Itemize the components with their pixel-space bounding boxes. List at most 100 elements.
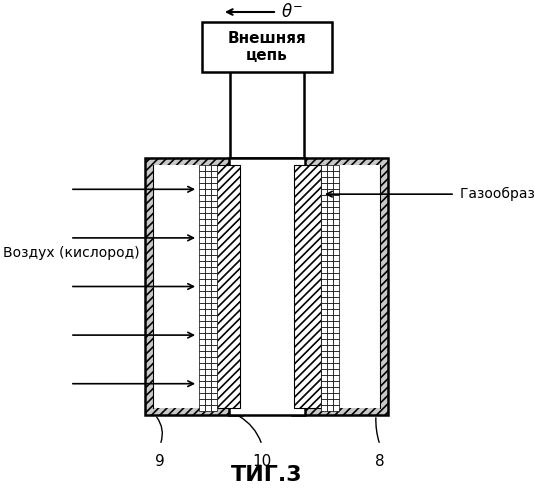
Bar: [321, 249, 327, 255]
Bar: [327, 249, 333, 255]
Bar: [199, 399, 205, 405]
Bar: [205, 165, 211, 171]
Bar: [199, 339, 205, 345]
Bar: [211, 177, 217, 183]
Bar: [333, 291, 339, 297]
Bar: [205, 279, 211, 285]
Bar: [199, 315, 205, 321]
Bar: [327, 279, 333, 285]
Text: 10: 10: [253, 454, 272, 469]
Bar: [199, 237, 205, 243]
Bar: [321, 171, 327, 177]
Bar: [205, 345, 211, 351]
Text: Газообразный водород: Газообразный водород: [460, 187, 535, 201]
Bar: [333, 255, 339, 261]
Bar: [199, 195, 205, 201]
Bar: [333, 327, 339, 333]
Bar: [333, 279, 339, 285]
Bar: [333, 219, 339, 225]
Bar: [321, 321, 327, 327]
Bar: [327, 393, 333, 399]
Bar: [327, 195, 333, 201]
Bar: [205, 387, 211, 393]
Bar: [321, 375, 327, 381]
Bar: [333, 399, 339, 405]
Bar: [211, 387, 217, 393]
Bar: [333, 165, 339, 171]
Bar: [205, 297, 211, 303]
Bar: [333, 333, 339, 339]
Bar: [327, 225, 333, 231]
Bar: [205, 261, 211, 267]
Bar: [202, 22, 332, 72]
Bar: [205, 225, 211, 231]
Bar: [199, 291, 205, 297]
Bar: [321, 183, 327, 189]
Bar: [199, 231, 205, 237]
Bar: [205, 189, 211, 195]
Bar: [199, 171, 205, 177]
Bar: [327, 231, 333, 237]
Bar: [333, 195, 339, 201]
Bar: [211, 201, 217, 207]
Bar: [327, 261, 333, 267]
Bar: [211, 207, 217, 213]
Bar: [321, 327, 327, 333]
Bar: [213, 165, 240, 408]
Bar: [205, 249, 211, 255]
Bar: [333, 375, 339, 381]
Bar: [321, 393, 327, 399]
Bar: [327, 375, 333, 381]
Bar: [211, 213, 217, 219]
Bar: [199, 243, 205, 249]
Bar: [321, 297, 327, 303]
Bar: [205, 195, 211, 201]
Bar: [205, 315, 211, 321]
Bar: [327, 303, 333, 309]
Bar: [321, 267, 327, 273]
Bar: [205, 393, 211, 399]
Bar: [199, 387, 205, 393]
Bar: [333, 213, 339, 219]
Bar: [333, 315, 339, 321]
Bar: [211, 303, 217, 309]
Bar: [145, 158, 242, 415]
Bar: [327, 339, 333, 345]
Bar: [205, 303, 211, 309]
Bar: [321, 273, 327, 279]
Bar: [211, 381, 217, 387]
Bar: [335, 165, 380, 408]
Bar: [229, 158, 305, 415]
Bar: [211, 357, 217, 363]
Bar: [321, 351, 327, 357]
Bar: [321, 399, 327, 405]
Bar: [321, 339, 327, 345]
Bar: [321, 189, 327, 195]
Bar: [205, 201, 211, 207]
Bar: [199, 201, 205, 207]
Bar: [327, 189, 333, 195]
Bar: [199, 357, 205, 363]
Bar: [199, 165, 205, 171]
Bar: [333, 369, 339, 375]
Bar: [211, 345, 217, 351]
Bar: [321, 243, 327, 249]
Bar: [327, 327, 333, 333]
Bar: [199, 267, 205, 273]
Bar: [211, 279, 217, 285]
Bar: [327, 285, 333, 291]
Bar: [205, 171, 211, 177]
Bar: [294, 165, 380, 408]
Bar: [327, 321, 333, 327]
Bar: [321, 369, 327, 375]
Bar: [199, 381, 205, 387]
Bar: [199, 177, 205, 183]
Bar: [205, 309, 211, 315]
Bar: [211, 189, 217, 195]
Bar: [199, 327, 205, 333]
Bar: [333, 297, 339, 303]
Bar: [333, 357, 339, 363]
Bar: [321, 231, 327, 237]
Bar: [327, 405, 333, 411]
Bar: [211, 273, 217, 279]
